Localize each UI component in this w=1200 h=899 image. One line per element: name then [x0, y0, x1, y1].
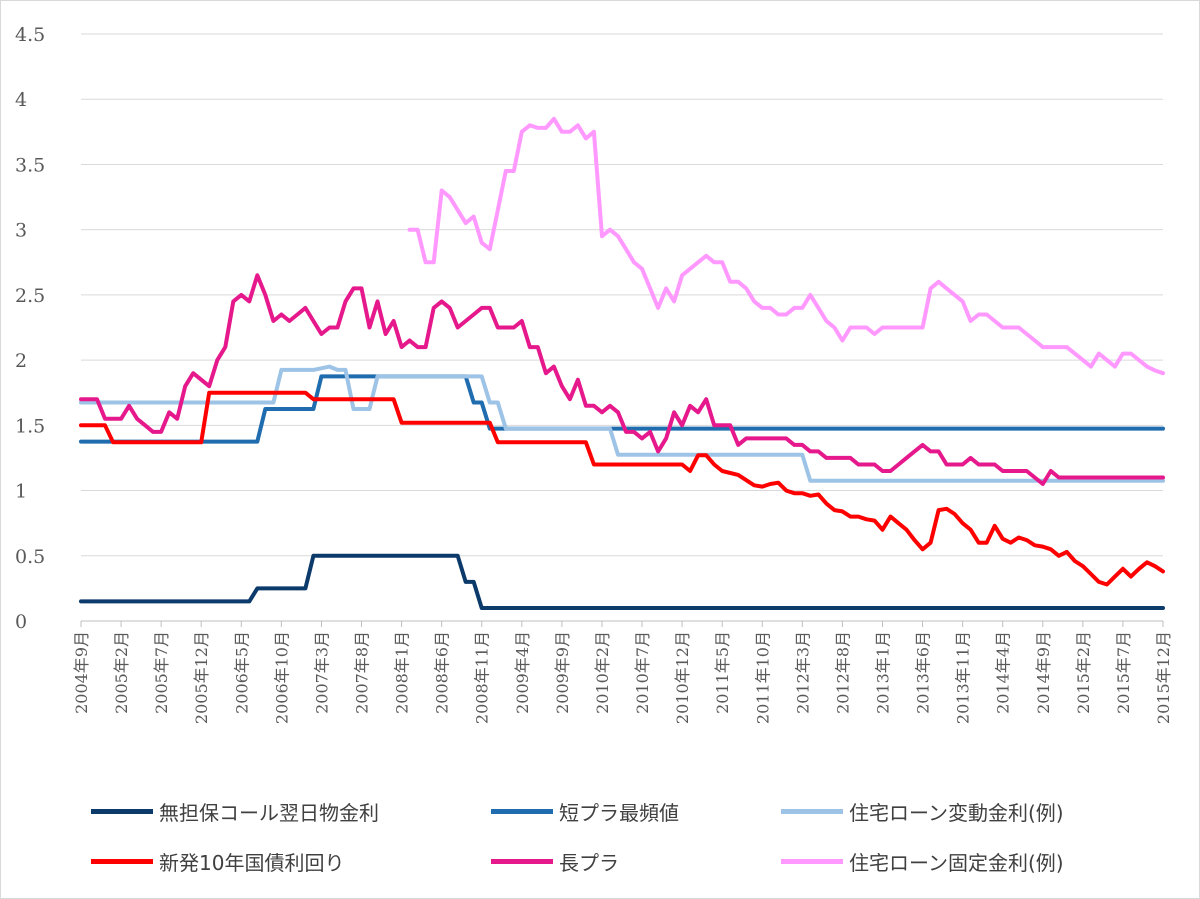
y-tick-label: 2 [15, 350, 27, 372]
legend-item-short-prime: 短プラ最頻値 [491, 791, 679, 831]
x-tick-label: 2012年3月 [793, 631, 812, 714]
y-axis: 0 0.5 1 1.5 2 2.5 3 3.5 4 4.5 [15, 24, 45, 633]
legend-item-variable-mortgage: 住宅ローン変動金利(例) [781, 791, 1064, 831]
x-tick-label: 2012年8月 [833, 631, 852, 714]
legend-swatch [491, 858, 553, 864]
legend-label: 短プラ最頻値 [559, 800, 679, 825]
legend-item-long-prime: 長プラ [491, 841, 619, 881]
x-tick-label: 2008年11月 [473, 631, 492, 724]
x-tick-label: 2008年1月 [393, 631, 412, 714]
legend-swatch [91, 808, 153, 814]
legend-item-jgb-10y: 新発10年国債利回り [91, 841, 344, 881]
x-tick-label: 2013年1月 [873, 631, 892, 714]
x-tick-label: 2008年6月 [433, 631, 452, 714]
y-tick-label: 0.5 [15, 546, 45, 568]
x-tick-label: 2011年10月 [753, 631, 772, 724]
series-line-4 [79, 273, 1165, 486]
y-tick-label: 1.5 [15, 415, 45, 437]
x-tick-label: 2009年4月 [513, 631, 532, 714]
x-tick-label: 2015年12月 [1154, 631, 1173, 724]
legend-label: 長プラ [559, 850, 619, 875]
legend-swatch [491, 808, 553, 814]
x-axis: 2004年9月 2005年2月 2005年7月 2005年12月 2006年5月 2006… [72, 621, 1173, 724]
x-tick-label: 2006年10月 [272, 631, 291, 724]
x-tick-label: 2005年12月 [192, 631, 211, 724]
x-tick-label: 2005年7月 [152, 631, 171, 714]
x-tick-label: 2014年4月 [994, 631, 1013, 714]
legend-label: 無担保コール翌日物金利 [159, 800, 379, 825]
series-line-3 [79, 390, 1165, 587]
legend-item-call-rate: 無担保コール翌日物金利 [91, 791, 379, 831]
x-tick-label: 2009年9月 [553, 631, 572, 714]
y-tick-label: 3 [15, 220, 27, 242]
legend-swatch [91, 858, 153, 864]
series-lines [79, 116, 1165, 610]
series-line-5 [407, 116, 1165, 376]
y-tick-label: 3.5 [15, 154, 45, 176]
x-tick-label: 2015年2月 [1074, 631, 1093, 714]
line-chart: 0 0.5 1 1.5 2 2.5 3 3.5 4 4.5 2004年9月 2005年2月 2005年… [15, 24, 1173, 724]
x-tick-label: 2014年9月 [1034, 631, 1053, 714]
x-tick-label: 2006年5月 [232, 631, 251, 714]
x-tick-label: 2013年11月 [954, 631, 973, 724]
legend-swatch [781, 858, 843, 864]
x-tick-label: 2011年5月 [713, 631, 732, 714]
y-tick-label: 4.5 [15, 24, 45, 46]
legend-label: 住宅ローン固定金利(例) [849, 850, 1064, 875]
legend-item-fixed-mortgage: 住宅ローン固定金利(例) [781, 841, 1064, 881]
series-line-1 [79, 374, 1165, 444]
y-tick-label: 4 [15, 89, 27, 111]
x-tick-label: 2010年7月 [633, 631, 652, 714]
y-tick-label: 2.5 [15, 285, 45, 307]
x-tick-label: 2015年7月 [1114, 631, 1133, 714]
x-tick-label: 2010年12月 [673, 631, 692, 724]
legend-label: 住宅ローン変動金利(例) [849, 800, 1064, 825]
x-tick-label: 2007年3月 [312, 631, 331, 714]
legend: 無担保コール翌日物金利 短プラ最頻値 住宅ローン変動金利(例) 新発10年国債利… [81, 791, 1161, 891]
x-tick-label: 2005年2月 [112, 631, 131, 714]
x-tick-label: 2010年2月 [593, 631, 612, 714]
y-tick-label: 0 [15, 611, 27, 633]
legend-swatch [781, 808, 843, 814]
x-tick-label: 2013年6月 [914, 631, 933, 714]
series-line-0 [79, 553, 1165, 610]
series-line-2 [79, 364, 1165, 483]
y-tick-label: 1 [15, 481, 27, 503]
x-tick-label: 2007年8月 [353, 631, 372, 714]
legend-label: 新発10年国債利回り [159, 850, 345, 875]
x-tick-label: 2004年9月 [72, 631, 91, 714]
